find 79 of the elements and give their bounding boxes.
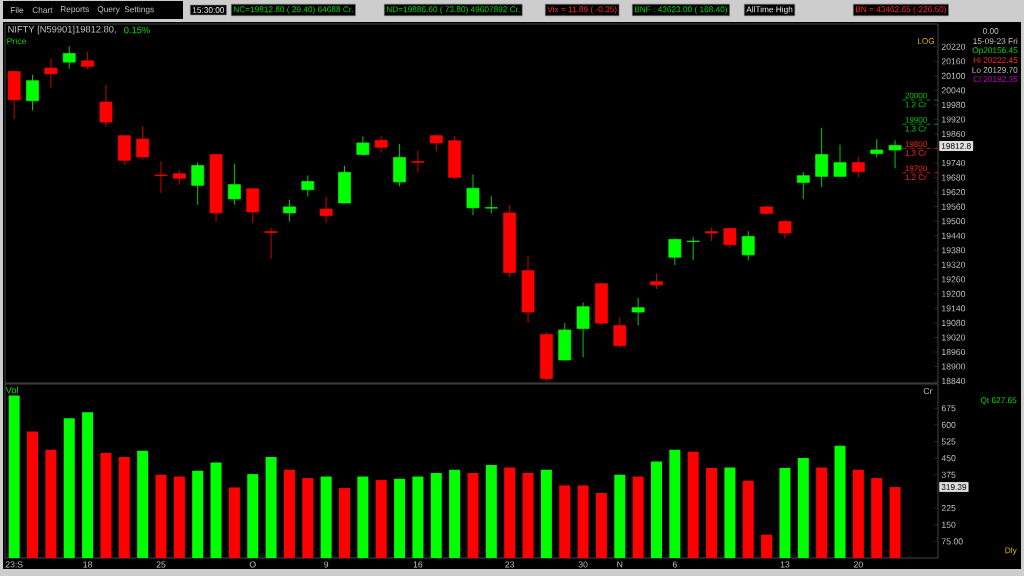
x-tick-label: 18 [83, 561, 93, 568]
x-tick-label: 30 [578, 561, 588, 568]
y-tick-label: 19980 [942, 101, 966, 108]
chart-title: Vol [5, 386, 18, 394]
text: NC=19812.80 ( 29.40) 64688 Cr. [233, 6, 353, 14]
text: BN = 43462.65 (-226.50) [855, 6, 946, 14]
x-tick-label: 23 [505, 561, 515, 568]
y-tick-label: 18960 [942, 348, 966, 356]
y-tick-label: 20100 [941, 72, 966, 79]
annotation: 1.3 Cr [905, 125, 927, 132]
y-tick-label: 525 [941, 438, 956, 445]
y-axis-title: Price [7, 37, 26, 45]
y-tick-label: 450 [941, 455, 956, 462]
text: Qt 627.65 [980, 397, 1017, 405]
text: AllTime High [746, 6, 793, 14]
text: Lo 20129.70 [972, 67, 1018, 73]
x-tick-label: 23:S [5, 561, 23, 568]
text: Vix = 11.89 ( -0.35) [547, 6, 617, 14]
x-tick-label: 25 [156, 561, 166, 568]
x-tick-label: 9 [324, 561, 329, 568]
text: LOG [917, 38, 935, 44]
y-tick-label: 19860 [942, 130, 966, 138]
x-tick-label: 13 [780, 561, 790, 568]
y-tick-label: 19680 [942, 174, 966, 181]
y-tick-label: 19200 [942, 290, 966, 297]
y-tick-label: 18840 [942, 378, 966, 385]
text: ND=19886.60 ( 73.80) 49607892 Cr. [386, 6, 520, 14]
y-tick-label: 675 [941, 405, 956, 412]
annotation: 1.3 Cr [905, 150, 927, 156]
y-tick-label: 375 [941, 471, 956, 478]
text: Cl 20192.35 [973, 75, 1018, 83]
ref-line-label: 19900 [905, 117, 927, 123]
text: 15-09-23 Fri [973, 37, 1018, 45]
text: File [10, 6, 24, 14]
ref-line-label: 19800 [905, 141, 927, 147]
y-tick-label: 19560 [942, 203, 966, 210]
x-tick-label: O [249, 561, 256, 568]
ref-line-label: 19700 [905, 165, 927, 172]
chart-subtitle: 0.15% [124, 26, 150, 34]
x-tick-label: N [617, 561, 623, 568]
y-axis-title: Cr [923, 387, 933, 395]
text: Op20156.45 [972, 47, 1018, 55]
y-tick-label: 19260 [942, 276, 966, 283]
text: Hi 20222.45 [973, 56, 1018, 64]
text: 319.39 [941, 484, 967, 490]
y-tick-label: 600 [941, 421, 956, 428]
annotation: 1.2 Cr [905, 101, 927, 108]
text: 15:30:00 [192, 7, 225, 13]
y-tick-label: 19740 [942, 159, 966, 167]
y-tick-label: 150 [942, 521, 956, 528]
x-tick-label: 20 [853, 561, 863, 568]
y-tick-label: 19500 [942, 218, 966, 225]
ref-line-label: 20000 [905, 92, 927, 99]
chart-title: NIFTY [N59901]19812.80, [8, 25, 116, 35]
y-tick-label: 19020 [942, 334, 966, 341]
text: Chart [32, 6, 53, 14]
text: Settings [124, 6, 154, 14]
x-tick-label: 16 [413, 561, 423, 568]
y-tick-label: 19140 [942, 305, 966, 312]
x-tick-label: 6 [672, 561, 677, 568]
y-tick-label: 19920 [942, 116, 966, 123]
text: Reports [60, 6, 89, 14]
y-tick-label: 19080 [942, 319, 966, 326]
text: Query [97, 6, 120, 14]
text: BNF : 43623.00 ( 168.40) [634, 6, 728, 14]
y-tick-label: 20040 [941, 87, 966, 94]
y-tick-label: 225 [941, 505, 956, 512]
y-tick-label: 20160 [941, 58, 966, 65]
y-tick-label: 75.00 [941, 538, 963, 545]
y-tick-label: 19320 [942, 261, 966, 268]
text: Dly [1005, 547, 1017, 555]
y-tick-label: 19440 [942, 232, 966, 239]
y-tick-label: 18900 [942, 363, 966, 370]
y-tick-label: 19380 [942, 247, 966, 254]
text: 19812.8 [941, 143, 971, 149]
annotation: 1.2 Cr [905, 174, 927, 180]
y-tick-label: 20220 [941, 43, 966, 50]
y-tick-label: 19620 [942, 189, 966, 196]
text: 0.00 [982, 28, 999, 34]
